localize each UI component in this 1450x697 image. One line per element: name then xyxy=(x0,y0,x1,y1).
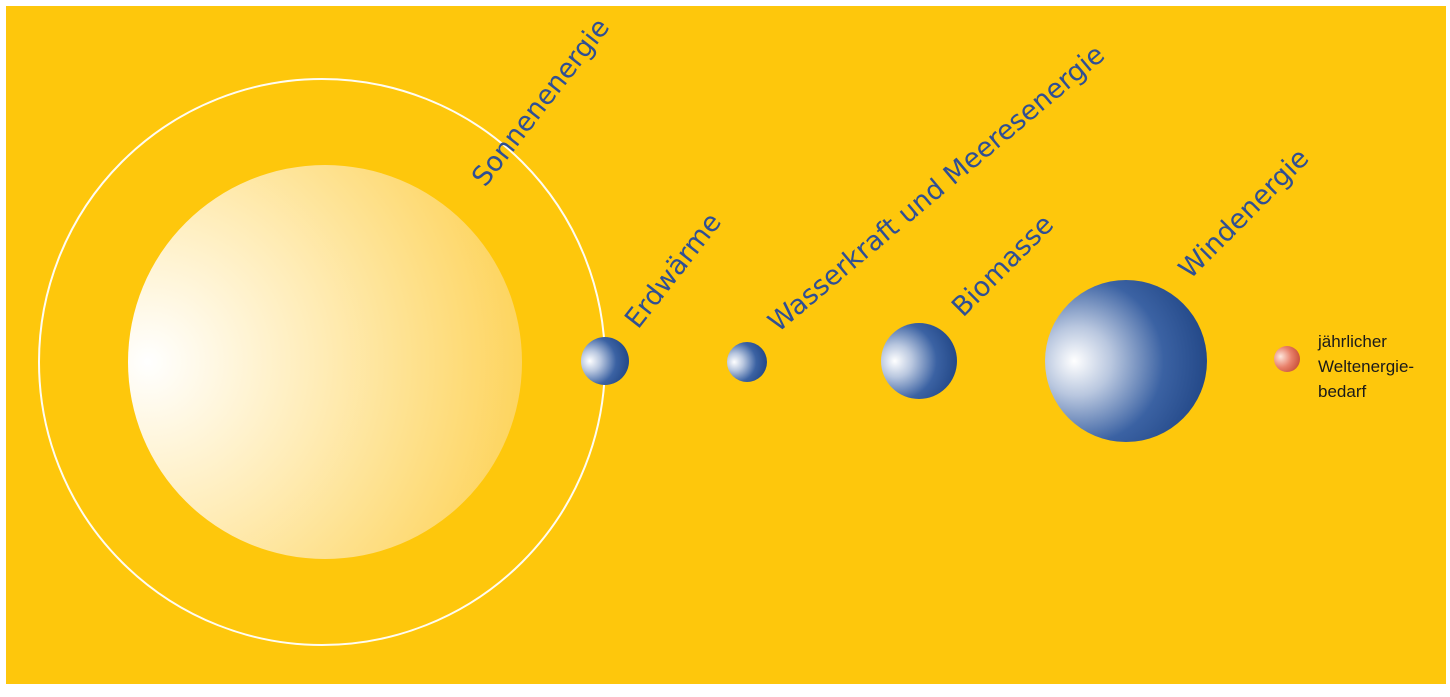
label-weltenergiebedarf: jährlicher Weltenergie- bedarf xyxy=(1317,332,1414,401)
sun-sphere xyxy=(128,165,522,559)
weltenergiebedarf-sphere xyxy=(1274,346,1300,372)
windenergie-sphere xyxy=(1045,280,1207,442)
wasserkraft-sphere xyxy=(727,342,767,382)
biomasse-sphere xyxy=(881,323,957,399)
weltenergie-line-1: jährlicher xyxy=(1317,332,1387,351)
erdwaerme-sphere xyxy=(581,337,629,385)
weltenergie-line-3: bedarf xyxy=(1318,382,1366,401)
weltenergie-line-2: Weltenergie- xyxy=(1318,357,1414,376)
